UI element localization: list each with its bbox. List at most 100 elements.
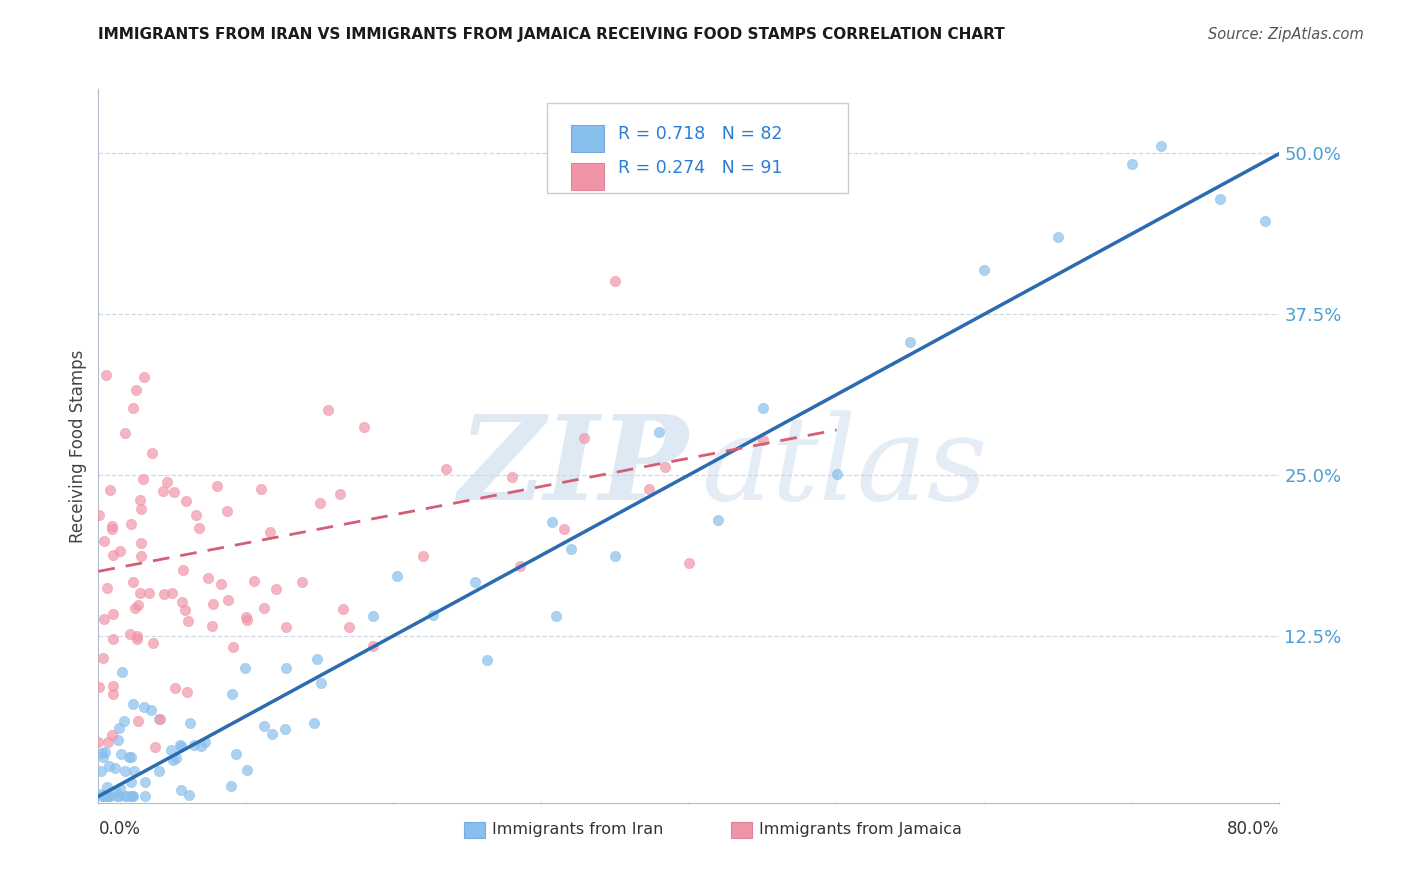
Point — [316, 403, 339, 417]
Point — [188, 520, 211, 534]
Point — [654, 459, 676, 474]
Point — [172, 563, 194, 577]
Point — [134, 700, 156, 714]
Point — [117, 750, 139, 764]
Point — [259, 525, 281, 540]
Point — [111, 665, 134, 679]
FancyBboxPatch shape — [547, 103, 848, 193]
Point — [678, 557, 700, 571]
Point — [98, 789, 121, 804]
Text: atlas: atlas — [700, 410, 987, 524]
Point — [302, 715, 325, 730]
Point — [1150, 139, 1173, 153]
Point — [97, 735, 120, 749]
Point — [291, 575, 314, 590]
Point — [120, 750, 142, 764]
Point — [125, 632, 148, 646]
Point — [385, 569, 408, 583]
Point — [186, 508, 208, 523]
Point — [225, 747, 247, 761]
Point — [648, 425, 671, 440]
Point — [412, 549, 434, 563]
Point — [194, 735, 217, 749]
Point — [264, 582, 287, 596]
Point — [129, 536, 152, 550]
Point — [91, 747, 114, 761]
Point — [434, 461, 457, 475]
Point — [329, 486, 352, 500]
Point — [475, 653, 498, 667]
Point — [361, 639, 384, 653]
Text: IMMIGRANTS FROM IRAN VS IMMIGRANTS FROM JAMAICA RECEIVING FOOD STAMPS CORRELATIO: IMMIGRANTS FROM IRAN VS IMMIGRANTS FROM … — [98, 27, 1005, 42]
Point — [165, 681, 187, 695]
Point — [222, 640, 245, 654]
Point — [309, 496, 332, 510]
Point — [165, 750, 187, 764]
Point — [209, 577, 232, 591]
Text: R = 0.718   N = 82: R = 0.718 N = 82 — [619, 125, 783, 143]
Point — [124, 601, 146, 615]
Point — [93, 789, 115, 804]
Point — [605, 274, 627, 288]
Text: 0.0%: 0.0% — [98, 820, 141, 838]
Point — [134, 774, 156, 789]
Point — [139, 704, 162, 718]
Point — [179, 715, 201, 730]
Point — [249, 482, 271, 496]
Point — [825, 467, 848, 481]
Point — [262, 727, 284, 741]
Point — [142, 636, 165, 650]
Point — [149, 712, 172, 726]
Point — [751, 433, 773, 447]
Point — [337, 620, 360, 634]
Point — [174, 603, 197, 617]
Point — [553, 522, 575, 536]
Point — [89, 680, 111, 694]
Point — [108, 544, 131, 558]
Bar — [571, 162, 605, 190]
Point — [148, 712, 170, 726]
Point — [132, 370, 155, 384]
Point — [464, 574, 486, 589]
Point — [103, 548, 125, 562]
Point — [94, 368, 117, 383]
Point — [217, 504, 239, 518]
Point — [110, 747, 132, 762]
Point — [900, 335, 922, 350]
Point — [122, 764, 145, 778]
Point — [101, 522, 124, 536]
Point — [90, 787, 112, 801]
Point — [274, 620, 297, 634]
Point — [253, 601, 276, 615]
Point — [236, 763, 259, 777]
Point — [129, 585, 152, 599]
Point — [560, 542, 582, 557]
Point — [115, 789, 138, 804]
Point — [242, 574, 264, 588]
Point — [235, 613, 257, 627]
Point — [94, 745, 117, 759]
Point — [163, 485, 186, 500]
Point — [93, 612, 115, 626]
Point — [353, 419, 375, 434]
Point — [311, 676, 333, 690]
Point — [122, 698, 145, 712]
Point — [125, 629, 148, 643]
Text: R = 0.274   N = 91: R = 0.274 N = 91 — [619, 159, 783, 177]
Point — [276, 661, 298, 675]
Point — [152, 484, 174, 499]
Point — [197, 571, 219, 585]
Point — [138, 586, 160, 600]
Point — [361, 609, 384, 624]
Point — [118, 627, 141, 641]
Point — [96, 582, 118, 596]
Point — [97, 789, 120, 804]
Point — [183, 738, 205, 752]
Point — [155, 475, 177, 489]
Bar — [571, 125, 605, 152]
Point — [159, 742, 181, 756]
Point — [90, 764, 112, 779]
Point — [127, 714, 149, 729]
Point — [121, 789, 143, 804]
Point — [129, 549, 152, 563]
